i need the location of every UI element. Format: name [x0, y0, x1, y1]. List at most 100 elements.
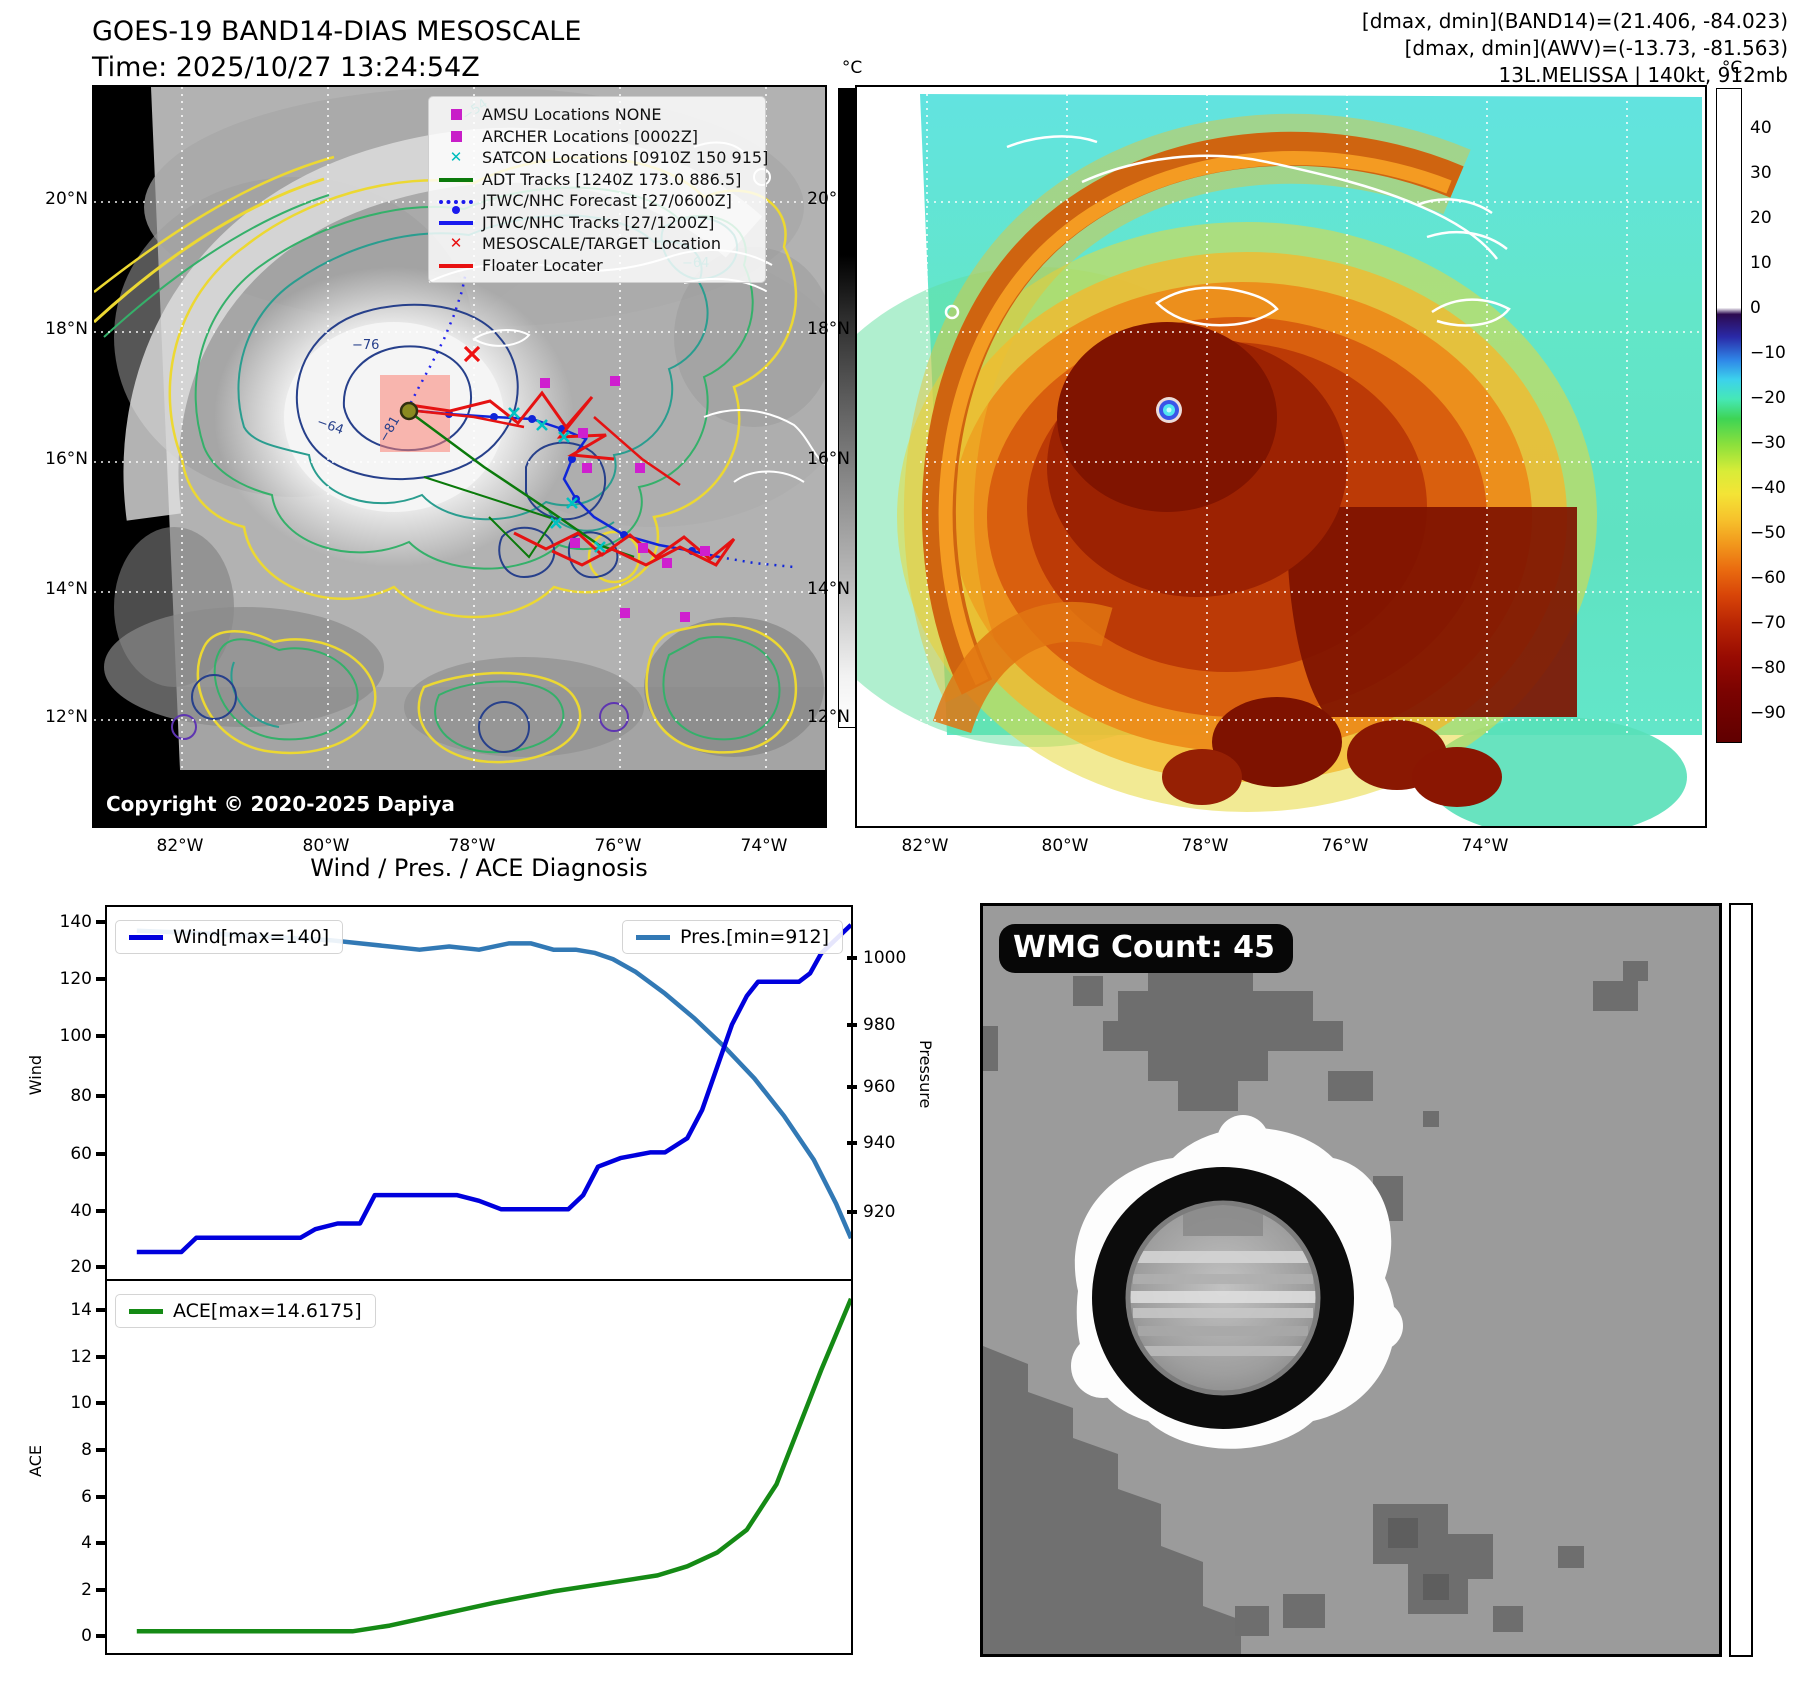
- ace-tick: 0: [30, 1626, 106, 1646]
- awv-colorbar: [1716, 88, 1742, 743]
- ace-tick: 4: [30, 1533, 106, 1553]
- cb-tick: −50: [1750, 523, 1786, 543]
- lat-tick-label: 20°N: [807, 189, 850, 209]
- legend-item-target: ✕ MESOSCALE/TARGET Location: [439, 233, 755, 255]
- target-x-icon: ✕: [449, 234, 463, 252]
- map1-title-line2: Time: 2025/10/27 13:24:54Z: [92, 52, 480, 83]
- lon-tick-label: 74°W: [740, 836, 788, 856]
- pressure-tick: 980: [847, 1015, 923, 1035]
- amsu-square-icon: [439, 104, 473, 126]
- cb-tick: −60: [1750, 568, 1786, 588]
- legend-label: ADT Tracks [1240Z 173.0 886.5]: [482, 169, 742, 189]
- wind-tick: 100: [30, 1026, 106, 1046]
- ace-tick: 6: [30, 1487, 106, 1507]
- legend-item-forecast: JTWC/NHC Forecast [27/0600Z]: [439, 190, 755, 212]
- legend-item-satcon: ✕ SATCON Locations [0910Z 150 915]: [439, 147, 769, 169]
- lon-tick-label: 74°W: [1461, 836, 1509, 856]
- satcon-x-icon: ✕: [449, 148, 463, 166]
- ace-tick: 14: [30, 1300, 106, 1320]
- copyright-badge: Copyright © 2020-2025 Dapiya: [97, 788, 467, 822]
- jtwc-track-line: [406, 408, 720, 559]
- wmg-count-badge: WMG Count: 45: [999, 924, 1293, 973]
- cb-tick: −70: [1750, 613, 1786, 633]
- info-dmax-awv: [dmax, dmin](AWV)=(-13.73, -81.563): [1404, 36, 1788, 60]
- lon-tick-label: 78°W: [1181, 836, 1229, 856]
- legend-label: AMSU Locations NONE: [482, 105, 662, 124]
- legend-label: MESOSCALE/TARGET Location: [482, 234, 721, 253]
- wind-pressure-chart: Wind[max=140] Pres.[min=912]: [105, 905, 853, 1281]
- forecast-dotted-line-icon: [439, 190, 473, 212]
- wmg-ring: [1092, 1167, 1354, 1429]
- wind-tick: 20: [30, 1257, 106, 1277]
- legend-label: SATCON Locations [0910Z 150 915]: [482, 148, 769, 167]
- wind-tick: 80: [30, 1086, 106, 1106]
- pressure-tick: 940: [847, 1133, 923, 1153]
- cb-tick: 0: [1750, 298, 1761, 318]
- map1-title-line1: GOES-19 BAND14-DIAS MESOSCALE: [92, 16, 582, 47]
- wind-tick: 40: [30, 1201, 106, 1221]
- pressure-legend: Pres.[min=912]: [622, 920, 843, 954]
- cb-tick: 10: [1750, 253, 1772, 273]
- mesoscale-target-x: [463, 345, 481, 363]
- pressure-axis-title: Pressure: [916, 1040, 935, 1109]
- lon-tick-label: 76°W: [594, 836, 642, 856]
- cb-tick: −10: [1750, 343, 1786, 363]
- ace-legend-label: ACE[max=14.6175]: [173, 1300, 362, 1322]
- lat-tick-label: 12°N: [807, 707, 850, 727]
- info-storm-id: 13L.MELISSA | 140kt, 912mb: [1498, 63, 1788, 87]
- floater-locater-lines: [406, 390, 736, 567]
- archer-square-icon: [439, 126, 473, 148]
- charts-title: Wind / Pres. / ACE Diagnosis: [310, 854, 648, 882]
- pressure-tick: 960: [847, 1077, 923, 1097]
- legend-label: JTWC/NHC Forecast [27/0600Z]: [482, 191, 732, 210]
- ace-tick: 8: [30, 1440, 106, 1460]
- wind-line-icon: [129, 934, 163, 940]
- ace-chart: ACE[max=14.6175]: [105, 1279, 853, 1655]
- ace-tick: 12: [30, 1347, 106, 1367]
- cb-tick: −20: [1750, 388, 1786, 408]
- lon-tick-label: 82°W: [156, 836, 204, 856]
- legend-item-amsu: AMSU Locations NONE: [439, 104, 755, 126]
- cb-tick: 20: [1750, 208, 1772, 228]
- wmg-side-strip: [1729, 903, 1753, 1657]
- info-dmax-band14: [dmax, dmin](BAND14)=(21.406, -84.023): [1361, 9, 1788, 33]
- storm-center-marker: [399, 401, 419, 421]
- lat-tick-label: 18°N: [45, 319, 88, 339]
- pressure-tick: 920: [847, 1202, 923, 1222]
- wind-pressure-plot: [136, 923, 851, 1255]
- wmg-image: [983, 906, 1719, 1654]
- ace-line-icon: [129, 1308, 163, 1314]
- lon-tick-label: 78°W: [448, 836, 496, 856]
- cb-tick: −40: [1750, 478, 1786, 498]
- colorbar1-unit: °C: [841, 58, 863, 78]
- satcon-markers: [508, 407, 606, 553]
- lat-tick-label: 16°N: [807, 449, 850, 469]
- wind-series-line: [136, 923, 851, 1255]
- lat-tick-label: 14°N: [807, 579, 850, 599]
- cb-tick: −80: [1750, 658, 1786, 678]
- lat-tick-label: 16°N: [45, 449, 88, 469]
- adt-line-icon: [439, 169, 473, 191]
- legend-item-floater: Floater Locater: [439, 255, 755, 277]
- map1-legend: AMSU Locations NONE ARCHER Locations [00…: [428, 96, 769, 283]
- wind-tick: 140: [30, 912, 106, 932]
- ace-tick: 10: [30, 1393, 106, 1413]
- cb-tick: −30: [1750, 433, 1786, 453]
- wind-legend: Wind[max=140]: [115, 920, 344, 954]
- storm-info-block: [dmax, dmin](BAND14)=(21.406, -84.023) […: [1362, 8, 1788, 89]
- colorbar2-unit: °C: [1721, 58, 1743, 78]
- wind-tick: 120: [30, 969, 106, 989]
- ace-series-line: [136, 1297, 851, 1634]
- lon-tick-label: 82°W: [901, 836, 949, 856]
- legend-label: Floater Locater: [482, 255, 603, 275]
- amsu-archer-markers: [540, 376, 710, 622]
- awv-map-panel: [855, 85, 1707, 828]
- wmg-panel: WMG Count: 45: [980, 903, 1722, 1657]
- lat-tick-label: 18°N: [807, 319, 850, 339]
- ace-legend: ACE[max=14.6175]: [115, 1294, 376, 1328]
- pressure-series-line: [136, 928, 851, 1240]
- legend-item-archer: ARCHER Locations [0002Z]: [439, 126, 755, 148]
- legend-label: JTWC/NHC Tracks [27/1200Z]: [482, 212, 715, 232]
- legend-label: ARCHER Locations [0002Z]: [482, 126, 699, 146]
